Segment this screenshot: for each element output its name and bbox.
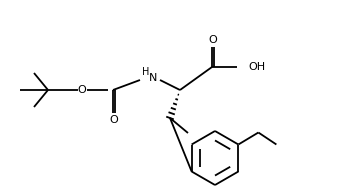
- Text: O: O: [110, 115, 118, 125]
- Text: OH: OH: [248, 62, 265, 72]
- Text: O: O: [209, 35, 217, 45]
- Text: N: N: [149, 73, 157, 83]
- Text: H: H: [142, 67, 150, 77]
- Text: O: O: [78, 85, 86, 95]
